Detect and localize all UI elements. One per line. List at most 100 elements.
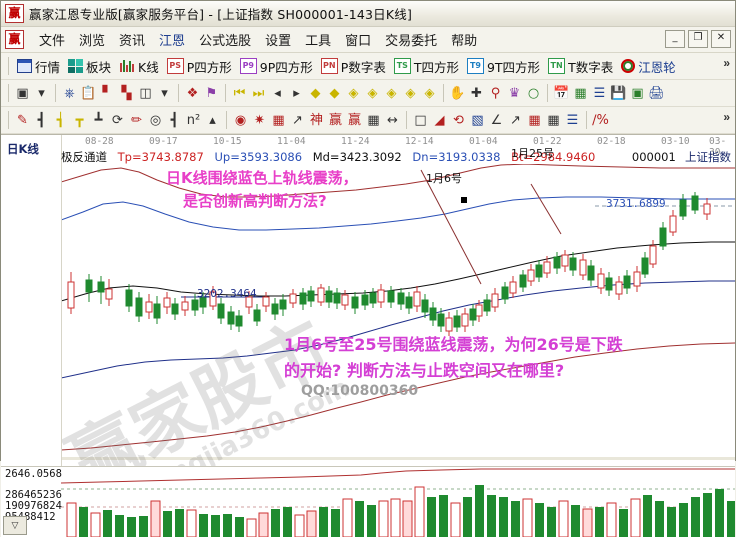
calendar-day-icon[interactable]: ▣ [16,85,29,101]
toolbar-overflow-button[interactable]: » [723,56,730,70]
toolbar-p-square[interactable]: PS P四方形 [163,57,236,76]
volume-scale-2: 190976824 [5,500,62,512]
note-icon[interactable]: ☰ [593,85,606,101]
arrow-span-icon[interactable]: ↔ [387,112,398,128]
volume-overlay-line [61,468,735,484]
menu-item-browse[interactable]: 浏览 [79,34,106,49]
toolbar-gann-wheel[interactable]: 江恩轮 [617,57,680,76]
calculator-icon[interactable]: ▦ [574,85,587,101]
export-icon[interactable]: ▣ [631,85,644,101]
spiral-red-icon[interactable]: ⟲ [453,112,464,128]
first-page-icon[interactable]: ⏮ [233,85,246,101]
menu-item-file[interactable]: 文件 [39,34,66,49]
pencil-grid-icon[interactable]: ✏ [131,112,142,128]
volume-plot-area[interactable] [61,467,735,537]
dropdown-arrow-icon[interactable]: ▾ [38,85,45,101]
crosshair-icon[interactable]: ✚ [471,85,482,101]
n2-icon[interactable]: n² [186,112,201,128]
indicator-dn-value: 3193.0338 [438,150,501,164]
multiline-icon[interactable]: ☰ [566,112,579,128]
diamond-yellow2-icon[interactable]: ◆ [329,85,340,101]
annotation-note2-line2: 的开始? 判断方法与止跌空间又在哪里? [284,361,565,380]
win2-icon[interactable]: 赢 [347,112,361,128]
menu-item-tools[interactable]: 工具 [305,34,332,49]
god-grid-icon[interactable]: 神 [309,112,323,128]
scroll-down-button[interactable]: ▽ [3,516,27,535]
toolbar-9p-square[interactable]: P9 9P四方形 [236,57,317,76]
compass-icon[interactable]: ⚲ [490,85,501,101]
diamond-multi-icon[interactable]: ◈ [367,85,378,101]
crown-icon[interactable]: ♛ [508,85,521,101]
flag-icon[interactable]: ⚑ [205,85,218,101]
prev-icon[interactable]: ◂ [274,85,281,101]
zigzag-icon[interactable]: ↗ [510,112,521,128]
chart-plot-area[interactable] [61,164,735,466]
x-tick: 08-28 [85,136,114,147]
bars3-icon[interactable]: ▘ [102,85,113,101]
diamond-multi2-icon[interactable]: ◈ [386,85,397,101]
angle-icon[interactable]: ∠ [490,112,503,128]
next-icon[interactable]: ▸ [293,85,300,101]
puzzle-icon[interactable]: ❖ [186,85,199,101]
toolbar-p-number-table[interactable]: PN P数字表 [317,57,390,76]
menu-bar: 赢 文件 浏览 资讯 江恩 公式选股 设置 工具 窗口 交易委托 帮助 _ ❐ … [1,27,735,53]
calendar21-icon[interactable]: 📅 [553,85,570,101]
toolbar-t-number-table[interactable]: TN T数字表 [544,57,617,76]
window-controls: _ ❐ ✕ [665,30,731,48]
gold-grid2-icon[interactable]: ┳ [75,112,84,128]
target-icon[interactable]: ◉ [234,112,247,128]
dropdown-arrow-icon[interactable]: ▾ [161,85,168,101]
menu-item-help[interactable]: 帮助 [451,34,478,49]
menu-item-trade[interactable]: 交易委托 [385,34,438,49]
star-icon[interactable]: ✷ [254,112,265,128]
save-icon[interactable]: 💾 [610,85,627,101]
gold-grid-icon[interactable]: ┪ [56,112,65,128]
menu-item-formula-screen[interactable]: 公式选股 [199,34,252,49]
clipboard-icon[interactable]: 📋 [80,85,97,101]
toolbar-quotes[interactable]: 行情 [13,57,64,76]
pen-icon[interactable]: ✎ [17,112,28,128]
bars9-icon[interactable]: ▚ [121,85,132,101]
symbol-code: 000001 [631,150,676,164]
brain-icon[interactable]: ○ [527,85,540,101]
f-grid-icon[interactable]: ┻ [94,112,103,128]
rect-icon[interactable]: □ [414,112,427,128]
toolbar-9t-square[interactable]: T9 9T四方形 [463,57,544,76]
close-button[interactable]: ✕ [711,30,731,48]
toolbar-blocks[interactable]: 板块 [64,57,115,76]
annotation-leader-jan25 [530,183,562,235]
net-icon[interactable]: ▧ [471,112,484,128]
diamond-multi4-icon[interactable]: ◈ [424,85,435,101]
toolbar-t-square[interactable]: TS T四方形 [390,57,463,76]
fork-grid-icon[interactable]: ┫ [37,112,46,128]
menu-item-news[interactable]: 资讯 [119,34,146,49]
drawing-toolbar-overflow-button[interactable]: » [723,110,730,124]
wave-icon[interactable]: ↗ [292,112,303,128]
menu-item-settings[interactable]: 设置 [265,34,292,49]
circle-grid-icon[interactable]: ◎ [149,112,162,128]
diamond-multi3-icon[interactable]: ◈ [405,85,416,101]
toolbar-kline[interactable]: K线 [115,57,163,76]
diamond-yellow-icon[interactable]: ◆ [310,85,321,101]
candle-icon[interactable]: ◫ [139,85,152,101]
ruler-icon[interactable]: ▦ [367,112,380,128]
hand-icon[interactable]: ✋ [449,85,466,101]
volume-top-scale: 2646.0568 [5,468,62,480]
print-icon[interactable]: 🖨 [648,85,665,101]
grid-dark-icon[interactable]: ▦ [547,112,560,128]
fork2-icon[interactable]: ┫ [170,112,179,128]
grid-red-icon[interactable]: ▦ [528,112,541,128]
last-page-icon[interactable]: ⏭ [252,85,265,101]
square-grid-icon[interactable]: ▦ [272,112,285,128]
fan-red-icon[interactable]: ◢ [434,112,445,128]
diamond-cross-icon[interactable]: ◈ [348,85,359,101]
network-icon[interactable]: ⎈ [64,85,75,101]
menu-item-gann[interactable]: 江恩 [159,34,186,49]
spiral-icon[interactable]: ⟳ [112,112,123,128]
menu-item-window[interactable]: 窗口 [345,34,372,49]
win-icon[interactable]: 赢 [328,112,342,128]
percent-icon[interactable]: ∕% [592,112,609,128]
fan-icon[interactable]: ▴ [209,112,216,128]
minimize-button[interactable]: _ [665,30,685,48]
maximize-button[interactable]: ❐ [688,30,708,48]
